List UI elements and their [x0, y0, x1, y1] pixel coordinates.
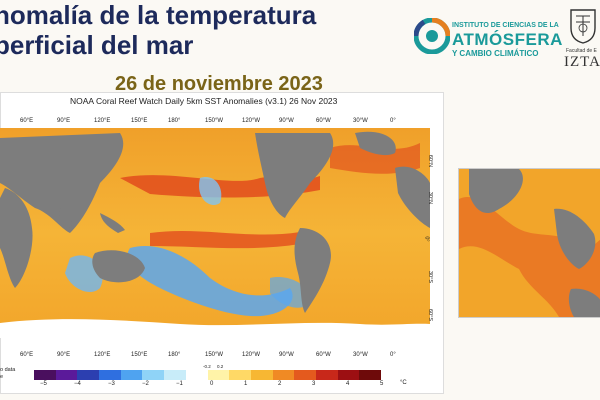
unam-campus: IZTA — [564, 54, 600, 70]
no-data-legend: o data e — [0, 367, 15, 380]
colorbar-tick-4: −1 — [176, 381, 183, 387]
lon-label-bottom-6: 120°W — [242, 352, 261, 358]
lon-label-top-5: 150°W — [205, 118, 224, 124]
colorbar-tick-7: 2 — [278, 381, 282, 387]
colorbar-segment-3 — [99, 370, 121, 380]
unam-logo: Facultad de E IZTA — [564, 8, 600, 70]
lat-label-4: 60°S — [427, 309, 433, 321]
colorbar-segment-9 — [229, 370, 251, 380]
icna-line1: INSTITUTO DE CIENCIAS DE LA — [452, 22, 559, 29]
lon-label-top-2: 120°E — [94, 118, 111, 124]
lat-label-3: 30°S — [427, 271, 433, 283]
land-indonesia — [100, 213, 125, 233]
lon-label-top-1: 90°E — [57, 118, 71, 124]
colorbar-segment-8 — [207, 370, 230, 380]
colorbar-segment-4 — [120, 370, 143, 380]
hot-anomaly-equatorial — [150, 230, 300, 249]
cool-anomaly-central-pacific — [199, 177, 222, 206]
lon-label-top-0: 60°E — [20, 118, 34, 124]
lon-label-bottom-4: 180° — [168, 352, 181, 358]
land-north-america — [255, 133, 334, 218]
icna-logo-text: INSTITUTO DE CIENCIAS DE LA ATMÓSFERA Y … — [452, 22, 563, 58]
icna-line2: ATMÓSFERA — [452, 30, 563, 49]
lon-label-top-10: 0° — [390, 118, 396, 124]
colorbar-segment-6 — [164, 370, 186, 380]
colorbar-segment-5 — [142, 370, 165, 380]
no-data-label: o data — [0, 367, 16, 373]
lon-label-top-6: 120°W — [242, 118, 261, 124]
no-data-label-2: e — [0, 373, 4, 380]
sea-ice-antarctica — [0, 319, 430, 338]
land-australia — [92, 250, 145, 283]
lon-label-bottom-8: 60°W — [316, 352, 331, 358]
lon-label-bottom-3: 150°E — [131, 352, 148, 358]
lon-label-bottom-7: 90°W — [279, 352, 294, 358]
lon-label-top-3: 150°E — [131, 118, 148, 124]
colorbar-segment-0 — [34, 370, 56, 380]
lon-label-bottom-9: 30°W — [353, 352, 368, 358]
colorbar-segment-14 — [337, 370, 360, 380]
lon-label-bottom-2: 120°E — [94, 352, 111, 358]
regional-sst-map — [458, 168, 600, 318]
colorbar-tick-6: 1 — [244, 381, 248, 387]
colorbar-segment-7 — [185, 370, 208, 380]
colorbar-tick-8: 3 — [312, 381, 316, 387]
land-south-america — [294, 228, 331, 313]
colorbar-small-tick-1: 0.2 — [217, 364, 224, 369]
regional-land-south — [568, 288, 600, 317]
slide-date: 26 de noviembre 2023 — [115, 73, 323, 95]
colorbar-segment-2 — [77, 370, 100, 380]
colorbar-unit: °C — [400, 380, 407, 386]
lat-label-1: 30°N — [427, 191, 434, 205]
slide-title: nomalía de la temperatura perficial del … — [0, 0, 316, 60]
lon-label-bottom-0: 60°E — [20, 352, 34, 358]
colorbar-tick-2: −3 — [108, 381, 115, 387]
icna-line3: Y CAMBIO CLIMÁTICO — [452, 49, 539, 58]
slide-title-line1: nomalía de la temperatura — [0, 0, 317, 30]
regional-land-central — [554, 208, 596, 269]
colorbar-segment-1 — [55, 370, 78, 380]
colorbar-small-tick-0: -0.2 — [203, 364, 211, 369]
colorbar-tick-5: 0 — [210, 381, 214, 387]
map-title: NOAA Coral Reef Watch Daily 5km SST Anom… — [70, 96, 338, 106]
land-eurasia — [0, 133, 124, 233]
colorbar-segment-11 — [272, 370, 295, 380]
lon-label-top-8: 60°W — [316, 118, 331, 124]
colorbar-tick-10: 5 — [380, 381, 384, 387]
icna-logo-icon — [414, 18, 450, 54]
colorbar-tick-3: −2 — [142, 381, 149, 387]
lon-label-bottom-5: 150°W — [205, 352, 224, 358]
lat-label-0: 60°N — [427, 154, 434, 168]
colorbar-segment-12 — [294, 370, 316, 380]
colorbar-segment-15 — [359, 370, 381, 380]
sst-anomaly-map — [0, 128, 430, 338]
cool-anomaly-south-pacific — [127, 246, 293, 317]
lon-label-top-9: 30°W — [353, 118, 368, 124]
lat-label-2: 0° — [423, 236, 430, 242]
regional-hot-anomaly — [459, 197, 600, 317]
colorbar — [34, 370, 381, 380]
colorbar-tick-1: −4 — [74, 381, 81, 387]
lon-label-top-7: 90°W — [279, 118, 294, 124]
unam-faculty: Facultad de E — [566, 48, 597, 54]
slide-title-line2: perficial del mar — [0, 30, 194, 60]
colorbar-tick-9: 4 — [346, 381, 350, 387]
lon-label-bottom-10: 0° — [390, 352, 396, 358]
hot-anomaly-atlantic — [330, 143, 420, 174]
land-india — [59, 208, 72, 228]
land-europe-africa-east — [395, 166, 430, 228]
land-africa-edge — [0, 188, 33, 288]
lon-label-top-4: 180° — [168, 118, 181, 124]
regional-land-north — [469, 169, 523, 214]
land-greenland — [355, 131, 396, 156]
colorbar-segment-13 — [315, 370, 338, 380]
lon-label-bottom-1: 90°E — [57, 352, 71, 358]
colorbar-tick-0: −5 — [40, 381, 47, 387]
unam-seal-icon — [570, 9, 596, 44]
colorbar-segment-10 — [250, 370, 273, 380]
